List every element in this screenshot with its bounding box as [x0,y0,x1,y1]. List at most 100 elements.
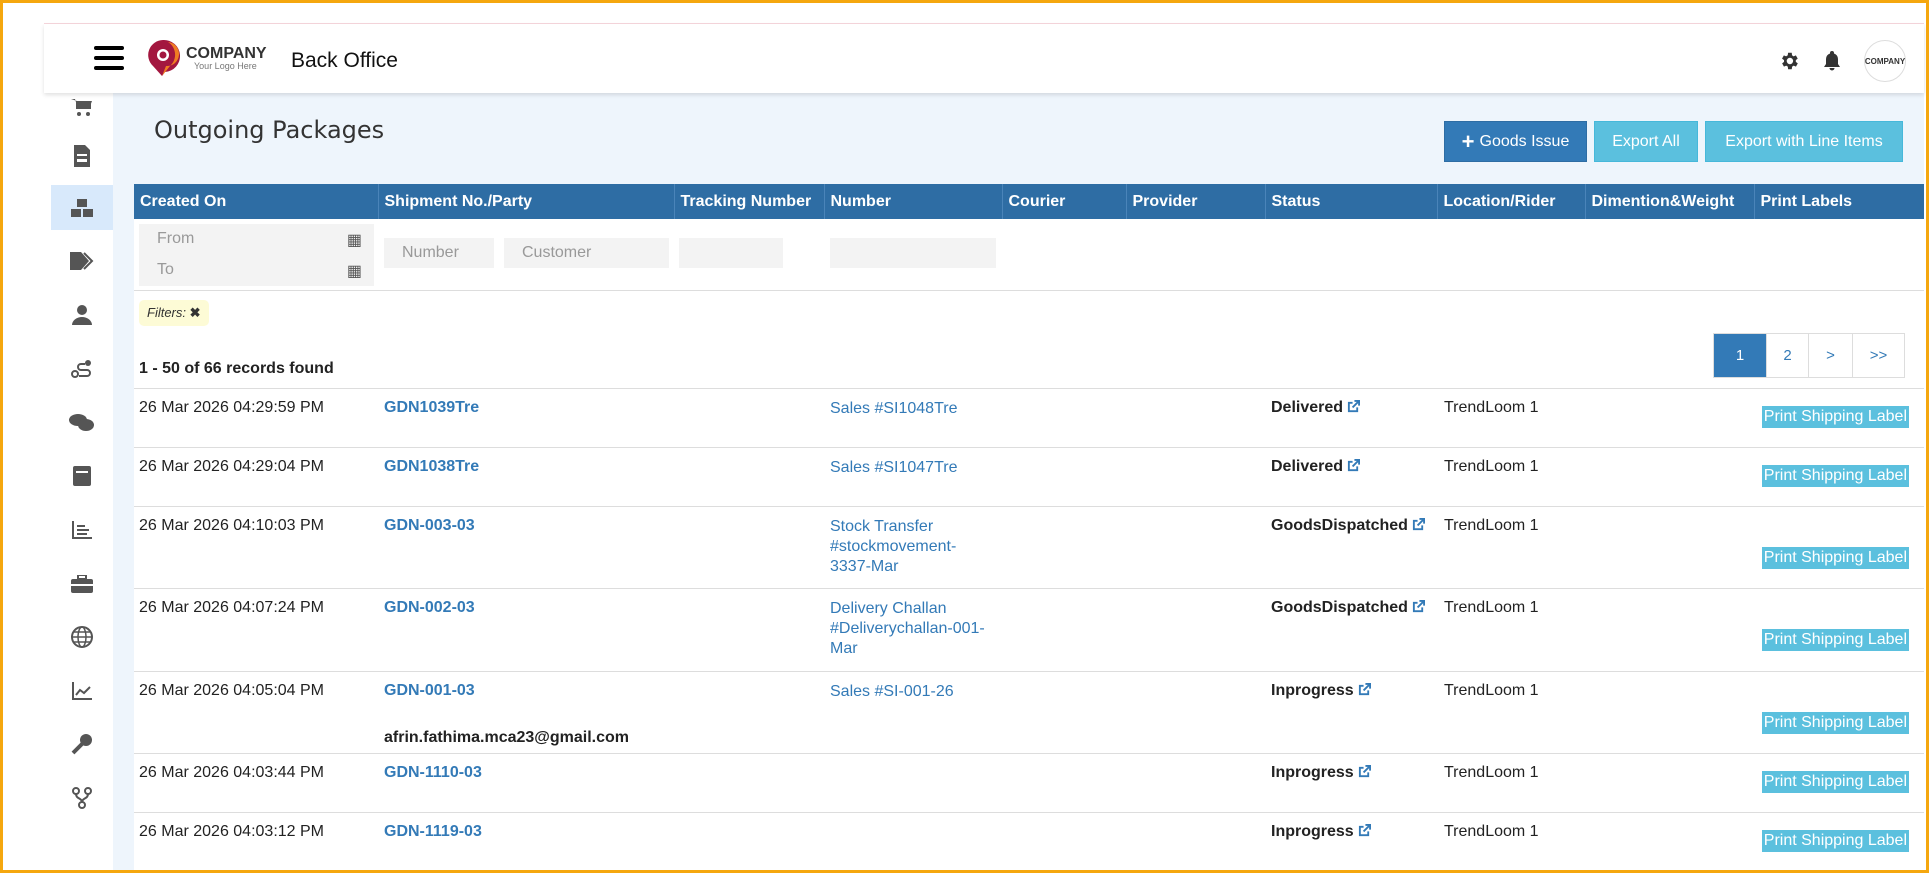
column-header[interactable]: Dimention&Weight [1584,184,1754,219]
status-text: Delivered [1271,399,1344,416]
table-row: 26 Mar 2026 04:07:24 PM GDN-002-03 Deliv… [134,588,1924,671]
number-line: #Deliverychallan-001- [830,620,985,637]
shipment-link[interactable]: GDN-003-03 [384,517,475,534]
globe-icon [71,625,93,648]
shipment-link[interactable]: GDN-1119-03 [384,823,482,840]
table-row: 26 Mar 2026 04:05:04 PM GDN-001-03 afrin… [134,671,1924,753]
page-title: Outgoing Packages [154,116,385,144]
number-line: Sales #SI1047Tre [830,459,958,476]
column-header[interactable]: Created On [134,184,378,219]
external-link-icon[interactable] [1358,765,1371,778]
shipment-link[interactable]: GDN-002-03 [384,599,475,616]
export-line-items-button[interactable]: Export with Line Items [1705,121,1903,162]
page-button[interactable]: >> [1852,334,1904,377]
location-rider: TrendLoom 1 [1444,682,1539,699]
number-link[interactable]: Stock Transfer #stockmovement- 3337-Mar [830,517,956,577]
print-shipping-label-button[interactable]: Print Shipping Label [1761,830,1909,852]
shipment-link[interactable]: GDN1039Tre [384,399,480,416]
sidebar-item-users[interactable] [51,292,113,337]
sidebar-item-routes[interactable] [51,346,113,391]
number-link[interactable]: Sales #SI1047Tre [830,458,957,478]
calendar-icon[interactable]: ▦ [346,231,362,249]
number-link[interactable]: Sales #SI1048Tre [830,399,957,419]
shipment-link[interactable]: GDN-1110-03 [384,764,482,781]
date-range-filter[interactable]: From ▦ To ▦ [139,224,374,286]
bell-icon[interactable] [1822,50,1842,72]
table-body: 26 Mar 2026 04:29:59 PM GDN1039Tre Sales… [134,388,1924,871]
print-shipping-label-button[interactable]: Print Shipping Label [1761,406,1909,428]
sidebar-item-book[interactable] [51,453,113,498]
column-header[interactable]: Tracking Number [673,184,824,219]
page-button[interactable]: > [1808,334,1852,377]
user-avatar[interactable]: COMPANY [1864,40,1906,82]
print-shipping-label-button[interactable]: Print Shipping Label [1761,629,1909,651]
packages-table-panel: Created On Shipment No./Party Tracking Num… [134,184,1924,873]
packages-table: Created On Shipment No./Party Tracking Num… [134,184,1924,219]
sidebar-item-tags[interactable] [51,238,113,283]
sidebar-item-globe[interactable] [51,614,113,659]
document-icon [74,144,90,167]
chat-icon [69,413,94,431]
column-header[interactable]: Status [1264,184,1437,219]
number-link[interactable]: Sales #SI-001-26 [830,682,954,702]
shipment-link[interactable]: GDN1038Tre [384,458,480,475]
number-doc-filter-input[interactable] [830,238,996,268]
column-header[interactable]: Location/Rider [1436,184,1585,219]
from-date-input[interactable]: From [157,229,195,247]
external-link-icon[interactable] [1412,600,1425,613]
sidebar-item-workflow[interactable] [51,775,113,820]
number-filter-input[interactable]: Number [384,238,494,268]
sidebar-item-documents[interactable] [51,133,113,178]
print-shipping-label-button[interactable]: Print Shipping Label [1761,771,1909,793]
external-link-icon[interactable] [1412,518,1425,531]
external-link-icon[interactable] [1347,459,1361,472]
packages-icon [71,198,93,217]
to-date-input[interactable]: To [157,260,174,278]
column-header[interactable]: Print Labels [1753,184,1924,219]
external-link-icon[interactable] [1347,400,1361,413]
external-link-icon[interactable] [1358,824,1371,837]
clear-filters-icon[interactable]: ✖ [189,305,201,320]
line-chart-icon [72,681,92,700]
logo-tagline: Your Logo Here [194,60,257,71]
sidebar-item-reports[interactable] [51,507,113,552]
customer-filter-input[interactable]: Customer [504,238,669,268]
company-logo[interactable]: COMPANY Your Logo Here [146,38,267,78]
status-text: GoodsDispatched [1271,517,1408,534]
column-header[interactable]: Provider [1125,184,1265,219]
page-button[interactable]: 1 [1714,334,1766,377]
number-link[interactable]: Delivery Challan #Deliverychallan-001- Mar [830,599,985,659]
gear-icon[interactable] [1778,50,1800,72]
sidebar-item-chat[interactable] [51,400,113,445]
number-line: 3337-Mar [830,558,899,575]
print-shipping-label-button[interactable]: Print Shipping Label [1761,465,1909,487]
created-on: 26 Mar 2026 04:10:03 PM [139,517,325,534]
shipment-link[interactable]: GDN-001-03 [384,682,475,699]
sidebar-item-analytics[interactable] [51,668,113,713]
sidebar-item-packages[interactable] [51,185,113,230]
plus-icon: + [1461,128,1475,154]
app-name: Back Office [291,49,398,72]
page-button[interactable]: 2 [1766,334,1808,377]
print-shipping-label-button[interactable]: Print Shipping Label [1761,712,1909,734]
logo-company-text: COMPANY [186,44,267,62]
print-shipping-label-button[interactable]: Print Shipping Label [1761,547,1909,569]
column-header[interactable]: Courier [1001,184,1126,219]
external-link-icon[interactable] [1358,683,1371,696]
logo-pin-icon [148,39,180,76]
sidebar-item-toolbox[interactable] [51,561,113,606]
goods-issue-button[interactable]: + Goods Issue [1444,121,1587,162]
sidebar-item-keys[interactable] [51,721,113,766]
status-cell: GoodsDispatched [1271,517,1425,535]
tracking-filter-input[interactable] [679,238,783,268]
calendar-icon[interactable]: ▦ [346,262,362,280]
column-header[interactable]: Shipment No./Party [377,184,674,219]
hamburger-menu-icon[interactable] [94,46,124,70]
table-row: 26 Mar 2026 04:03:12 PM GDN-1119-03 Inpr… [134,812,1924,871]
location-rider: TrendLoom 1 [1444,458,1539,475]
sidebar-item-cart[interactable] [51,85,113,130]
column-header[interactable]: Number [823,184,1002,219]
location-rider: TrendLoom 1 [1444,823,1539,840]
export-all-button[interactable]: Export All [1594,121,1698,162]
status-cell: GoodsDispatched [1271,599,1425,617]
